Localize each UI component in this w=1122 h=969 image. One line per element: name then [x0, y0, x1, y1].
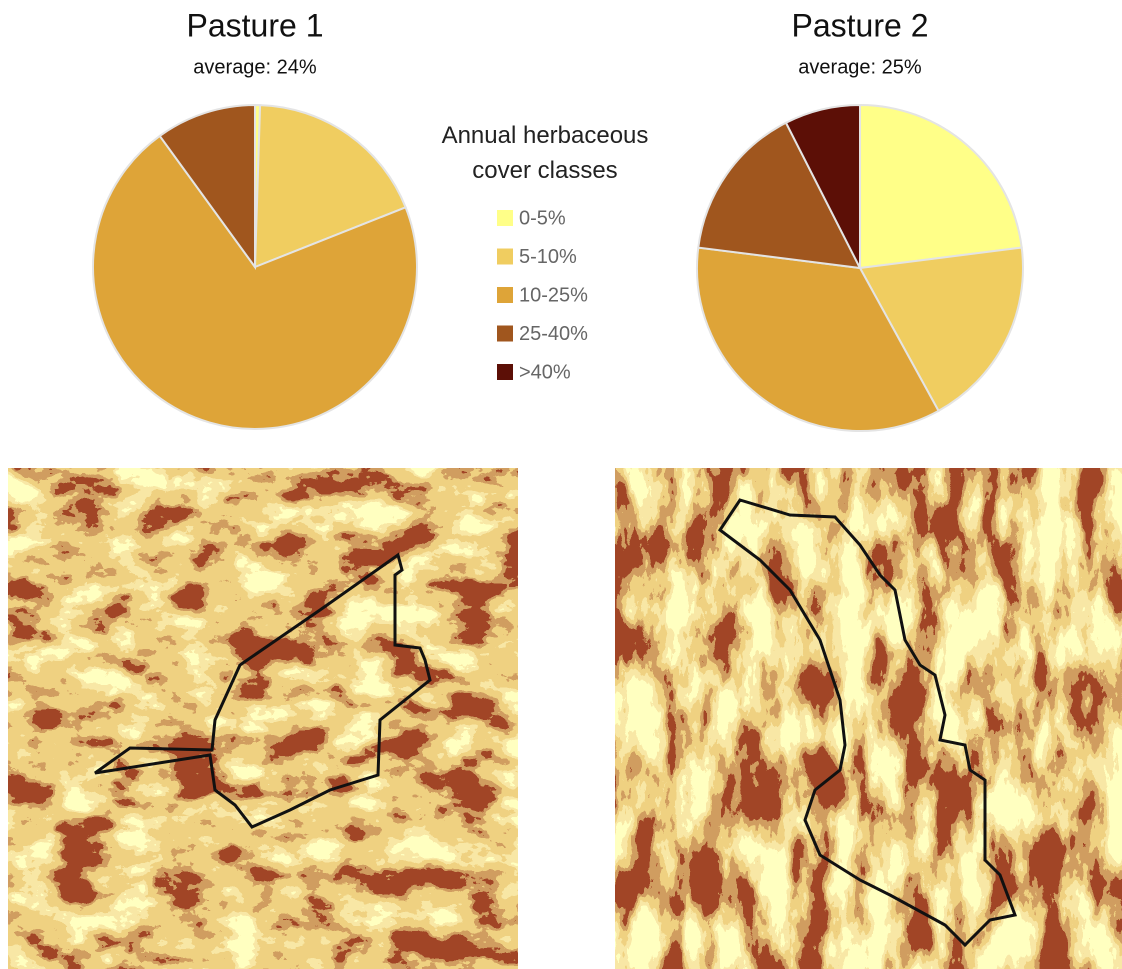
chart-subtitle: average: 25% — [798, 56, 922, 78]
legend-swatch — [497, 248, 513, 265]
legend-title: Annual herbaceous cover classes — [441, 122, 649, 184]
terrain — [615, 468, 1122, 969]
legend-swatch — [497, 210, 513, 226]
pie-slice — [696, 246, 940, 432]
pasture-outline — [94, 552, 432, 829]
chart-subtitle: average: 24% — [193, 56, 317, 78]
pasture-outline — [717, 498, 1018, 948]
pie-slice — [697, 121, 862, 270]
pie-slice — [158, 103, 256, 271]
pie-slice — [253, 104, 407, 269]
pie-slice — [858, 246, 1024, 413]
pie-slice — [92, 134, 418, 430]
legend-label: 10-25% — [519, 284, 588, 306]
chart-title: Pasture 1 — [187, 7, 324, 43]
legend-label: 5-10% — [519, 246, 577, 268]
legend-label: 0-5% — [519, 207, 566, 229]
legend-swatch — [497, 364, 513, 380]
legend-swatch — [497, 325, 513, 342]
pie-slice — [784, 103, 861, 269]
map-2 — [615, 468, 1122, 969]
map-1 — [8, 468, 518, 969]
chart-title: Pasture 2 — [792, 7, 929, 43]
legend-label: >40% — [519, 361, 571, 383]
terrain — [8, 468, 518, 969]
pie-slice — [859, 103, 1023, 270]
legend-label: 25-40% — [519, 323, 588, 345]
legend-swatch — [497, 287, 513, 303]
